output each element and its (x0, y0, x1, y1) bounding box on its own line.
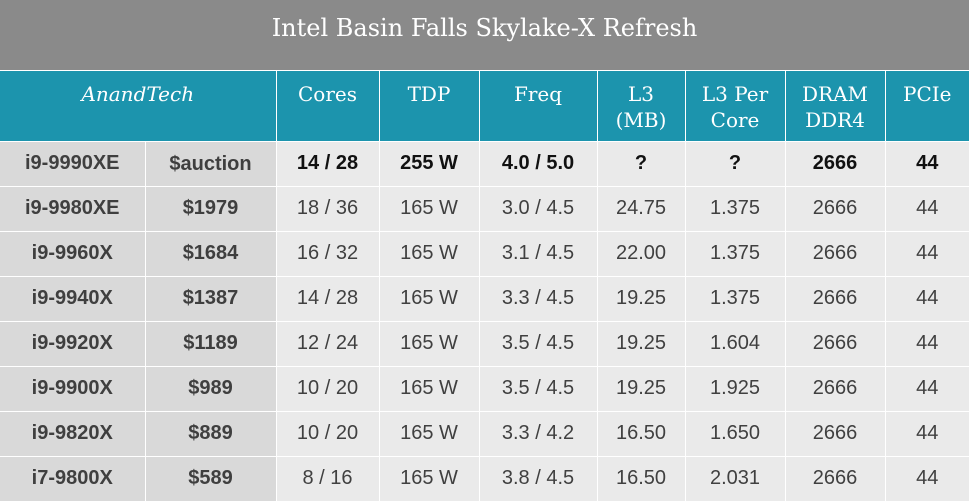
table-row: i9-9980XE $1979 18 / 36 165 W 3.0 / 4.5 … (0, 185, 969, 231)
cell-dram: 2666 (785, 455, 886, 501)
cell-freq: 3.0 / 4.5 (479, 185, 598, 231)
cell-cores: 14 / 28 (276, 140, 380, 186)
header-l3-line2: (MB) (615, 108, 667, 132)
table-row: i9-9920X $1189 12 / 24 165 W 3.5 / 4.5 1… (0, 320, 969, 366)
cell-l3: 19.25 (597, 275, 686, 321)
table-title: Intel Basin Falls Skylake-X Refresh (0, 0, 969, 71)
cell-pcie: 44 (885, 365, 969, 411)
cell-tdp: 165 W (379, 320, 480, 366)
cell-price: $auction (145, 140, 277, 186)
header-brand: AnandTech (0, 71, 277, 141)
cell-dram: 2666 (785, 365, 886, 411)
header-l3: L3 (MB) (597, 71, 686, 141)
cell-l3-per-core: 1.650 (685, 410, 786, 456)
cell-pcie: 44 (885, 185, 969, 231)
cell-tdp: 165 W (379, 275, 480, 321)
cell-cores: 10 / 20 (276, 365, 380, 411)
cell-l3: 16.50 (597, 455, 686, 501)
cell-tdp: 165 W (379, 410, 480, 456)
table-row: i9-9820X $889 10 / 20 165 W 3.3 / 4.2 16… (0, 410, 969, 456)
cell-cores: 8 / 16 (276, 455, 380, 501)
cell-pcie: 44 (885, 455, 969, 501)
cell-price: $989 (145, 365, 277, 411)
cell-price: $589 (145, 455, 277, 501)
cell-tdp: 165 W (379, 365, 480, 411)
cell-l3: 19.25 (597, 365, 686, 411)
cell-l3: 24.75 (597, 185, 686, 231)
cell-cores: 12 / 24 (276, 320, 380, 366)
header-cores: Cores (276, 71, 380, 141)
cell-l3-per-core: 1.604 (685, 320, 786, 366)
cell-price-text: $auction (169, 153, 252, 175)
cell-dram: 2666 (785, 410, 886, 456)
cell-name: i9-9820X (0, 410, 146, 456)
header-dram: DRAM DDR4 (785, 71, 886, 141)
cell-price: $1979 (145, 185, 277, 231)
cell-name: i9-9900X (0, 365, 146, 411)
cell-l3-per-core: 1.925 (685, 365, 786, 411)
header-dram-line2: DDR4 (805, 108, 865, 132)
cell-pcie: 44 (885, 275, 969, 321)
cell-cores: 18 / 36 (276, 185, 380, 231)
header-pcie: PCIe (885, 71, 969, 141)
cell-l3: 16.50 (597, 410, 686, 456)
cell-tdp: 255 W (379, 140, 480, 186)
cell-name: i7-9800X (0, 455, 146, 501)
cell-cores: 14 / 28 (276, 275, 380, 321)
table-row: i9-9960X $1684 16 / 32 165 W 3.1 / 4.5 2… (0, 230, 969, 276)
cell-tdp: 165 W (379, 185, 480, 231)
cell-dram: 2666 (785, 275, 886, 321)
cell-name: i9-9990XE (0, 140, 146, 186)
cell-tdp: 165 W (379, 455, 480, 501)
cell-cores: 16 / 32 (276, 230, 380, 276)
header-row: AnandTech Cores TDP Freq L3 (MB) L3 Per Co… (0, 71, 969, 141)
cell-pcie: 44 (885, 410, 969, 456)
header-tdp: TDP (379, 71, 480, 141)
cell-price: $1387 (145, 275, 277, 321)
cell-price: $889 (145, 410, 277, 456)
header-dram-line1: DRAM (802, 82, 869, 106)
cell-l3-per-core: ? (685, 140, 786, 186)
cell-pcie: 44 (885, 230, 969, 276)
cell-price: $1684 (145, 230, 277, 276)
header-l3pc-line1: L3 Per (701, 82, 769, 106)
cell-dram: 2666 (785, 230, 886, 276)
cell-l3-per-core: 2.031 (685, 455, 786, 501)
cell-tdp: 165 W (379, 230, 480, 276)
cell-l3-per-core: 1.375 (685, 185, 786, 231)
cell-cores: 10 / 20 (276, 410, 380, 456)
table-row: i9-9900X $989 10 / 20 165 W 3.5 / 4.5 19… (0, 365, 969, 411)
header-l3-line1: L3 (628, 82, 655, 106)
cell-dram: 2666 (785, 320, 886, 366)
cell-l3: 19.25 (597, 320, 686, 366)
cell-freq: 3.3 / 4.5 (479, 275, 598, 321)
table-row: i9-9940X $1387 14 / 28 165 W 3.3 / 4.5 1… (0, 275, 969, 321)
cell-l3: 22.00 (597, 230, 686, 276)
cell-name: i9-9980XE (0, 185, 146, 231)
cell-dram: 2666 (785, 185, 886, 231)
cell-l3-per-core: 1.375 (685, 230, 786, 276)
cell-name: i9-9960X (0, 230, 146, 276)
header-l3pc-line2: Core (710, 108, 760, 132)
cell-freq: 3.3 / 4.2 (479, 410, 598, 456)
table-row: i7-9800X $589 8 / 16 165 W 3.8 / 4.5 16.… (0, 455, 969, 501)
cell-name: i9-9940X (0, 275, 146, 321)
header-freq: Freq (479, 71, 598, 141)
cell-dram: 2666 (785, 140, 886, 186)
cell-freq: 3.5 / 4.5 (479, 365, 598, 411)
table-row: i9-9990XE $auction 14 / 28 255 W 4.0 / 5… (0, 140, 969, 186)
cell-price: $1189 (145, 320, 277, 366)
cell-l3-per-core: 1.375 (685, 275, 786, 321)
cell-freq: 3.8 / 4.5 (479, 455, 598, 501)
cell-l3: ? (597, 140, 686, 186)
header-l3-per-core: L3 Per Core (685, 71, 786, 141)
cell-freq: 4.0 / 5.0 (479, 140, 598, 186)
cell-pcie: 44 (885, 140, 969, 186)
spec-table: AnandTech Cores TDP Freq L3 (MB) L3 Per Co… (0, 71, 969, 501)
cell-freq: 3.1 / 4.5 (479, 230, 598, 276)
cell-pcie: 44 (885, 320, 969, 366)
cell-freq: 3.5 / 4.5 (479, 320, 598, 366)
cell-name: i9-9920X (0, 320, 146, 366)
